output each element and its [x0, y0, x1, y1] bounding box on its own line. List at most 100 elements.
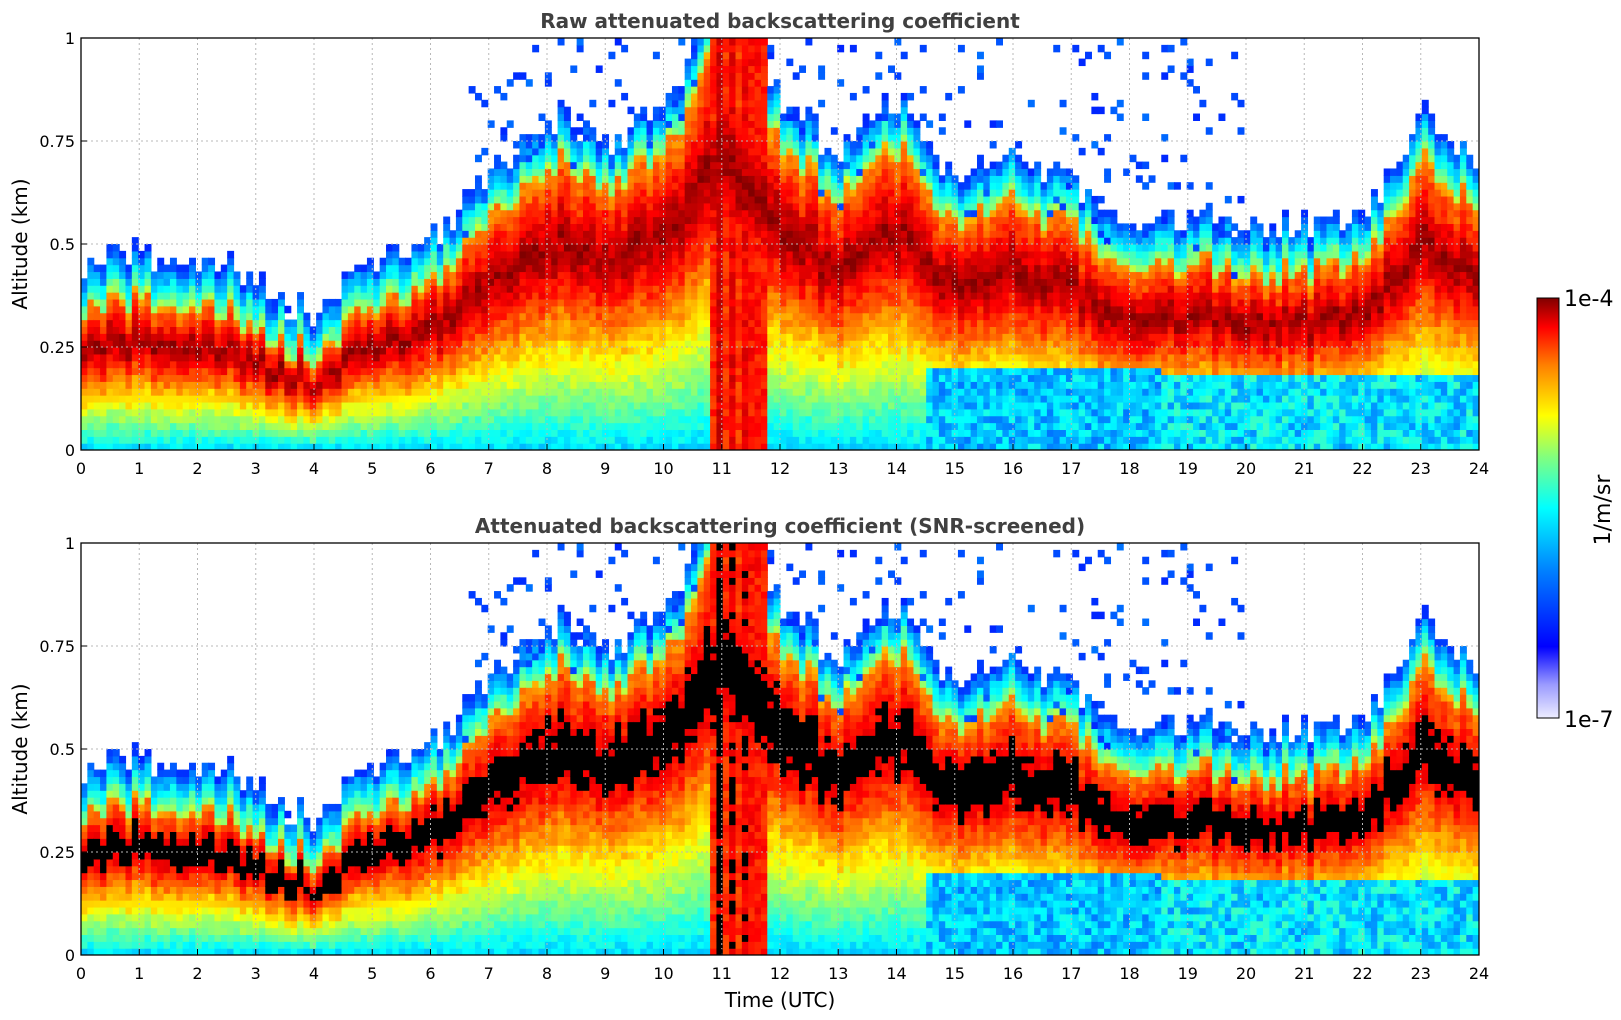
- heatmap-cell: [773, 374, 781, 382]
- heatmap-cell: [100, 312, 108, 321]
- heatmap-cell: [811, 429, 819, 437]
- heatmap-cell: [411, 395, 419, 403]
- heatmap-cell: [748, 65, 756, 73]
- heatmap-cell: [87, 367, 95, 376]
- heatmap-cell: [366, 298, 374, 307]
- heatmap-cell: [799, 415, 807, 424]
- heatmap-cell: [500, 333, 508, 341]
- heatmap-cell: [837, 395, 845, 403]
- heatmap-cell: [443, 340, 451, 348]
- heatmap-cell: [729, 347, 737, 355]
- heatmap-cell: [373, 353, 381, 362]
- heatmap-cell: [570, 415, 578, 424]
- heatmap-cell: [462, 429, 470, 437]
- heatmap-cell: [678, 298, 686, 307]
- heatmap-cell: [328, 353, 336, 362]
- heatmap-cell: [341, 443, 349, 450]
- heatmap-cell: [557, 436, 565, 444]
- heatmap-cell: [214, 360, 222, 369]
- heatmap-cell: [843, 264, 851, 273]
- heatmap-cell: [169, 333, 177, 341]
- heatmap-cell: [544, 209, 552, 218]
- heatmap-cell: [81, 333, 88, 341]
- heatmap-cell: [646, 237, 654, 245]
- heatmap-cell: [487, 381, 495, 389]
- heatmap-cell: [138, 429, 146, 437]
- heatmap-cell: [443, 353, 451, 362]
- heatmap-cell: [754, 175, 762, 183]
- heatmap-cell: [182, 415, 190, 424]
- heatmap-cell: [830, 257, 838, 266]
- heatmap-cell: [691, 326, 698, 334]
- heatmap-cell: [87, 340, 95, 348]
- heatmap-cell: [544, 319, 552, 327]
- heatmap-cell: [652, 244, 660, 252]
- heatmap-cell: [678, 113, 686, 121]
- heatmap-cell: [760, 422, 768, 430]
- heatmap-cell: [583, 161, 590, 170]
- heatmap-cell: [697, 298, 705, 307]
- heatmap-cell: [411, 429, 419, 437]
- heatmap-cell: [398, 319, 406, 327]
- heatmap-cell: [570, 202, 578, 211]
- heatmap-cell: [144, 292, 152, 300]
- heatmap-cell: [684, 326, 692, 334]
- heatmap-cell: [81, 429, 88, 437]
- heatmap-cell: [386, 298, 393, 307]
- heatmap-cell: [830, 415, 838, 424]
- heatmap-cell: [487, 408, 495, 417]
- heatmap-cell: [856, 401, 864, 410]
- heatmap-cell: [837, 367, 845, 376]
- heatmap-cell: [837, 381, 845, 389]
- heatmap-cell: [532, 429, 540, 437]
- heatmap-cell: [163, 436, 171, 444]
- heatmap-cell: [316, 436, 324, 444]
- heatmap-cell: [455, 333, 463, 341]
- heatmap-cell: [538, 381, 546, 389]
- heatmap-cell: [805, 374, 813, 382]
- heatmap-cell: [583, 278, 590, 286]
- heatmap-cell: [678, 436, 686, 444]
- heatmap-cell: [754, 51, 762, 60]
- heatmap-cell: [697, 223, 705, 231]
- heatmap-cell: [786, 333, 794, 341]
- heatmap-cell: [602, 388, 610, 396]
- heatmap-cell: [659, 182, 667, 190]
- heatmap-cell: [176, 278, 184, 286]
- heatmap-cell: [760, 271, 768, 279]
- heatmap-cell: [614, 347, 622, 355]
- heatmap-cell: [735, 319, 743, 327]
- heatmap-cell: [640, 408, 648, 417]
- heatmap-cell: [487, 353, 495, 362]
- heatmap-cell: [150, 298, 158, 307]
- heatmap-cell: [824, 381, 832, 389]
- heatmap-cell: [449, 312, 457, 321]
- heatmap-cell: [532, 292, 540, 300]
- heatmap-cell: [487, 285, 495, 293]
- heatmap-cell: [729, 319, 737, 327]
- heatmap-cell: [246, 415, 254, 424]
- heatmap-cell: [532, 147, 540, 156]
- heatmap-cell: [595, 223, 603, 231]
- heatmap-cell: [322, 326, 330, 334]
- heatmap-cell: [722, 353, 730, 362]
- heatmap-cell: [398, 367, 406, 376]
- heatmap-cell: [722, 86, 730, 94]
- heatmap-cell: [735, 237, 743, 245]
- heatmap-cell: [519, 347, 527, 355]
- heatmap-cell: [741, 223, 749, 231]
- heatmap-cell: [525, 415, 533, 424]
- heatmap-cell: [741, 305, 749, 314]
- heatmap-cell: [182, 298, 190, 307]
- heatmap-cell: [455, 312, 463, 321]
- heatmap-cell: [805, 209, 813, 218]
- heatmap-cell: [138, 408, 146, 417]
- heatmap-cell: [449, 278, 457, 286]
- heatmap-cell: [468, 305, 476, 314]
- heatmap-cell: [881, 134, 889, 142]
- heatmap-cell: [754, 381, 762, 389]
- heatmap-cell: [525, 422, 533, 430]
- heatmap-cell: [710, 134, 718, 142]
- heatmap-cell: [360, 422, 368, 430]
- heatmap-cell: [258, 443, 266, 450]
